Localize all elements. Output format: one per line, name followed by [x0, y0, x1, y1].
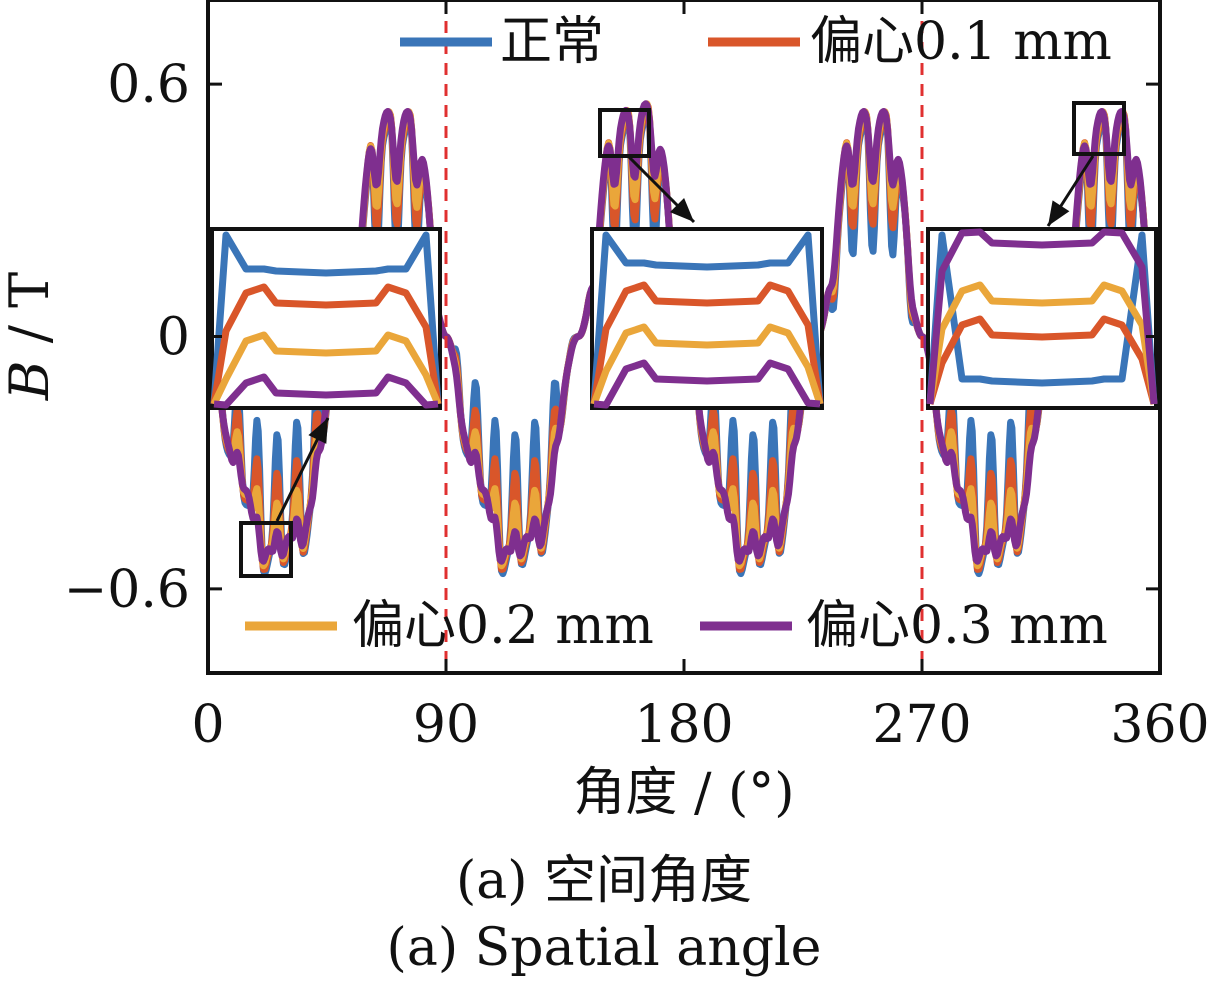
y-tick-label: −0.6: [64, 560, 190, 620]
zoom-arrow-head: [1048, 200, 1070, 226]
inset-left: [210, 227, 442, 578]
inset-series-line-1: [210, 283, 442, 405]
zoom-arrow-head: [308, 418, 328, 444]
legend-label: 偏心0.1 mm: [810, 12, 1112, 72]
inset-series-line-1: [926, 315, 1158, 405]
zoom-arrow-head: [670, 198, 694, 222]
x-tick-label: 270: [872, 695, 971, 755]
zoom-source-box: [239, 521, 293, 578]
y-axis-label: B / T: [0, 272, 61, 401]
inset-series-line-2: [590, 323, 824, 406]
inset-series-line-3: [926, 228, 1158, 405]
legend-label: 偏心0.2 mm: [352, 596, 654, 656]
inset-right: [926, 101, 1158, 410]
figure-caption-english: (a) Spatial angle: [386, 918, 822, 978]
legend-item-3: 偏心0.3 mm: [700, 596, 1108, 656]
inset-series-line-3: [593, 359, 821, 409]
legend-item-2: 偏心0.2 mm: [245, 596, 654, 656]
inset-series-line-0: [590, 231, 824, 405]
inset-series-line-2: [926, 281, 1158, 405]
x-tick-label: 180: [634, 695, 733, 755]
legend-label: 正常: [500, 12, 604, 72]
x-axis-label: 角度 / (°): [573, 763, 794, 823]
inset-series-line-3: [213, 373, 439, 409]
inset-series-line-1: [590, 281, 824, 405]
legend-item-0: 正常: [400, 12, 604, 72]
inset-middle: [590, 108, 824, 410]
inset-series-line-2: [210, 331, 442, 406]
x-tick-label: 90: [413, 695, 479, 755]
axes: 0 90 180 270 360 −0.6 0 0.6: [64, 0, 1208, 755]
legend-item-1: 偏心0.1 mm: [708, 12, 1112, 72]
reference-lines: [444, 0, 924, 673]
legend-label: 偏心0.3 mm: [806, 596, 1108, 656]
insets: [210, 101, 1158, 578]
inset-series-line-0: [210, 231, 442, 405]
legend: 正常 偏心0.1 mm 偏心0.2 mm 偏心0.3 mm: [245, 12, 1112, 656]
zoom-source-box: [598, 108, 651, 158]
figure-caption-chinese: (a) 空间角度: [455, 851, 753, 911]
chart: 正常 偏心0.1 mm 偏心0.2 mm 偏心0.3 mm 0 90 180 270 360 −…: [0, 0, 1208, 823]
zoom-source-box: [1072, 101, 1126, 156]
x-tick-label: 360: [1110, 695, 1208, 755]
y-tick-label: 0.6: [107, 55, 190, 115]
x-tick-label: 0: [191, 695, 224, 755]
y-tick-label: 0: [157, 308, 190, 368]
